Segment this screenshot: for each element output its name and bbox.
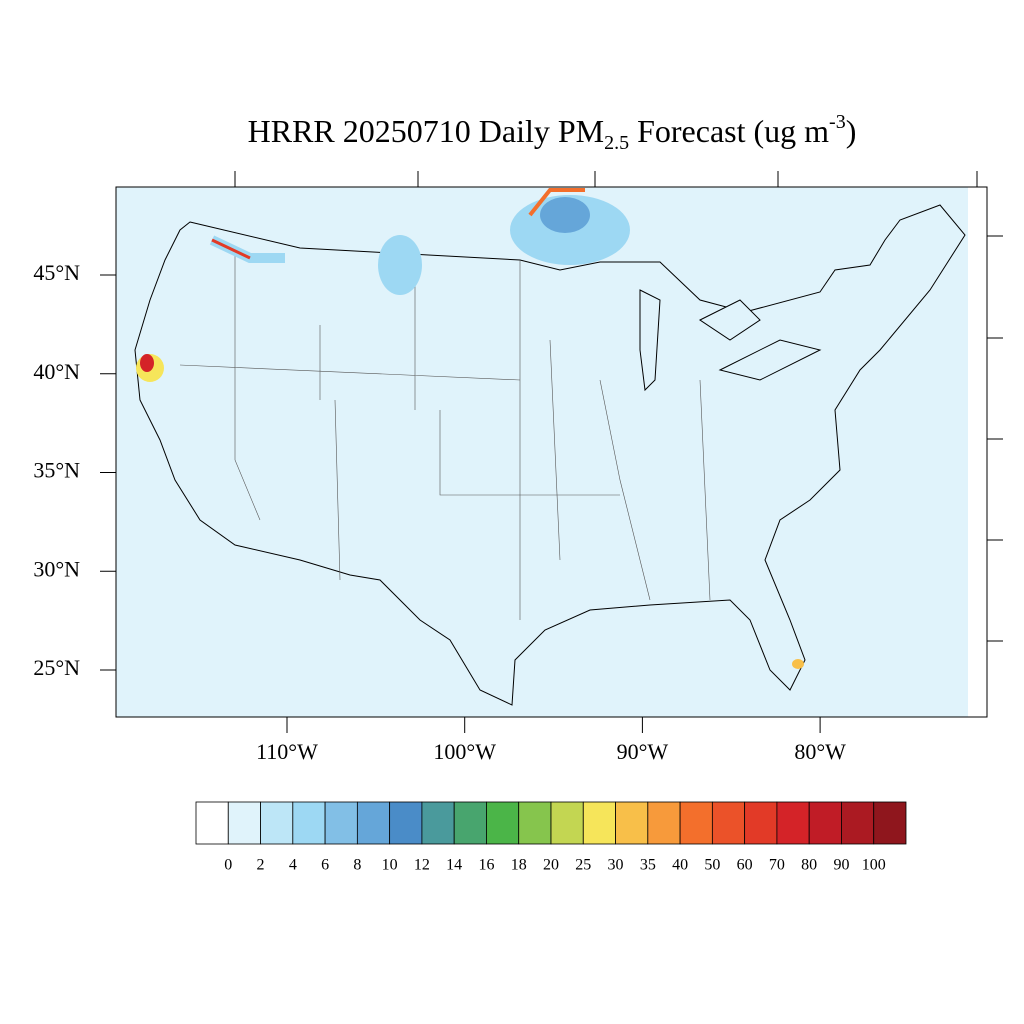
colorbar: 0 2 4 6 8 10 12 14 16 18 20 25 30 35 40 50 60 70 80 90 100 (195, 801, 907, 874)
plume (140, 354, 154, 372)
colorbar-box (324, 801, 358, 845)
colorbar-label: 14 (446, 857, 462, 874)
lat-tick-label: 30°N (33, 556, 80, 581)
colorbar-box (227, 801, 261, 845)
lat-tick-label: 45°N (33, 260, 80, 285)
lat-tick-label: 35°N (33, 458, 80, 483)
colorbar-label: 80 (801, 857, 817, 874)
colorbar-box (518, 801, 552, 845)
title-main: HRRR 20250710 Daily PM (248, 113, 604, 149)
colorbar-box (550, 801, 584, 845)
plume (792, 659, 804, 669)
colorbar-box (808, 801, 842, 845)
colorbar-label: 8 (353, 857, 361, 874)
colorbar-label: 60 (737, 857, 753, 874)
colorbar-label: 16 (478, 857, 494, 874)
lon-tick-label: 90°W (617, 739, 669, 764)
title: HRRR 20250710 Daily PM2.5 Forecast (ug m… (248, 111, 857, 154)
colorbar-label: 50 (704, 857, 720, 874)
colorbar-box (453, 801, 487, 845)
colorbar-box (582, 801, 616, 845)
colorbar-box (486, 801, 520, 845)
lon-tick-label: 100°W (433, 739, 496, 764)
title-rest: Forecast (ug m (629, 113, 829, 149)
colorbar-label: 35 (640, 857, 656, 874)
plume (528, 188, 585, 217)
colorbar-box (776, 801, 810, 845)
colorbar-label: 20 (543, 857, 559, 874)
title-sup: -3 (829, 111, 846, 133)
colorbar-box (615, 801, 649, 845)
colorbar-label: 0 (224, 857, 232, 874)
colorbar-box (873, 801, 907, 845)
colorbar-label: 90 (833, 857, 849, 874)
colorbar-box (421, 801, 455, 845)
title-end: ) (846, 113, 857, 149)
colorbar-label: 2 (257, 857, 265, 874)
colorbar-box (389, 801, 423, 845)
coastline (134, 204, 966, 706)
frame-ticks (234, 171, 1003, 642)
colorbar-label: 4 (289, 857, 297, 874)
state-lines (179, 250, 711, 620)
colorbar-label: 25 (575, 857, 591, 874)
colorbar-label: 40 (672, 857, 688, 874)
map (115, 171, 1003, 718)
colorbar-box (841, 801, 875, 845)
colorbar-box (260, 801, 294, 845)
plume (378, 235, 422, 295)
lat-tick-label: 25°N (33, 655, 80, 680)
map-frame (115, 186, 988, 718)
axes: 45°N 40°N 35°N 30°N 25°N 110°W 100°W 90°W 80°W (33, 260, 846, 764)
title-sub: 2.5 (604, 132, 629, 154)
map-field (116, 187, 968, 717)
colorbar-box (292, 801, 326, 845)
lon-tick-label: 110°W (256, 739, 318, 764)
lat-tick-label: 40°N (33, 359, 80, 384)
lon-tick-label: 80°W (794, 739, 846, 764)
colorbar-label: 70 (769, 857, 785, 874)
colorbar-label: 10 (382, 857, 398, 874)
colorbar-box (647, 801, 681, 845)
colorbar-box (711, 801, 746, 845)
colorbar-label: 6 (321, 857, 329, 874)
plume (540, 197, 590, 233)
colorbar-label: 30 (608, 857, 624, 874)
colorbar-box (195, 801, 229, 845)
colorbar-box (679, 801, 713, 845)
colorbar-label: 100 (862, 857, 886, 874)
colorbar-box (744, 801, 778, 845)
colorbar-box (356, 801, 391, 845)
plume (211, 238, 251, 260)
colorbar-label: 18 (511, 857, 527, 874)
colorbar-label: 12 (414, 857, 430, 874)
great-lakes (639, 289, 822, 392)
